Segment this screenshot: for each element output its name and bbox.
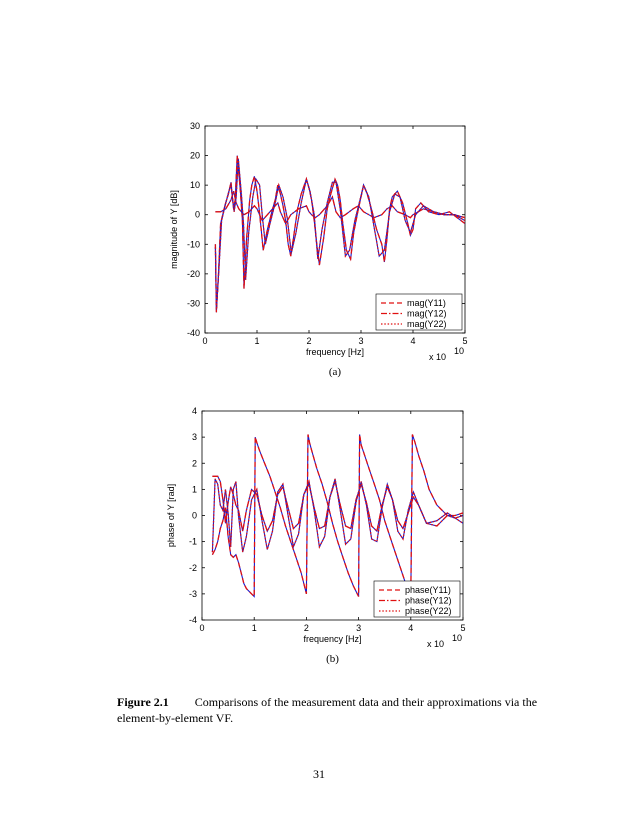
- x-axis-label: frequency [Hz]: [306, 347, 364, 357]
- chart-phase: 0 1 2 3 4 5 -4 -3 -2 -1 0 1 2 3 4 frequency [Hz] phase o…: [166, 406, 466, 665]
- x-tick-label: 4: [408, 623, 413, 633]
- x-tick-label: 1: [252, 623, 257, 633]
- series-line-phase-y12-approx: [212, 475, 463, 533]
- legend: mag(Y11)mag(Y12)mag(Y22): [375, 293, 463, 331]
- x-tick-label: 5: [460, 623, 465, 633]
- x-multiplier-exponent: 10: [452, 633, 462, 643]
- y-tick-label: -20: [187, 269, 200, 279]
- legend-entry: mag(Y11): [407, 298, 446, 308]
- subfigure-caption: (b): [326, 653, 339, 665]
- legend-entry: mag(Y12): [407, 309, 447, 319]
- x-multiplier-base: x 10: [429, 352, 446, 362]
- legend-entry: phase(Y22): [405, 606, 452, 616]
- x-tick-label: 2: [304, 623, 309, 633]
- x-tick-label: 5: [462, 336, 467, 346]
- y-tick-label: -3: [189, 589, 197, 599]
- figure-label: Figure 2.1: [117, 695, 169, 709]
- y-tick-label: 20: [190, 151, 200, 161]
- y-axis-label: magnitude of Y [dB]: [169, 190, 179, 269]
- y-tick-label: -1: [189, 537, 197, 547]
- y-tick-label: 30: [190, 121, 200, 131]
- y-tick-label: -40: [187, 328, 200, 338]
- y-tick-label: -2: [189, 563, 197, 573]
- legend-entry: phase(Y12): [405, 596, 452, 606]
- legend-box: [373, 580, 461, 618]
- x-axis-label: frequency [Hz]: [303, 634, 361, 644]
- series-line-mag-y22-approx: [214, 158, 465, 310]
- y-tick-label: -10: [187, 239, 200, 249]
- legend: phase(Y11)phase(Y12)phase(Y22): [373, 580, 461, 618]
- chart-magnitude: 0 1 2 3 4 5 -40 -30 -20 -10 0 10 20 30 frequency [Hz] m…: [169, 121, 468, 378]
- plot-area: [214, 155, 465, 313]
- y-tick-label: 10: [190, 180, 200, 190]
- y-tick-label: 4: [192, 406, 197, 416]
- x-tick-label: 3: [358, 336, 363, 346]
- y-tick-label: 1: [192, 484, 197, 494]
- figure-caption: Figure 2.1 Comparisons of the measurement…: [117, 694, 557, 726]
- y-tick-label: 2: [192, 458, 197, 468]
- y-tick-label: 3: [192, 432, 197, 442]
- x-tick-label: 2: [306, 336, 311, 346]
- x-multiplier-exponent: 10: [454, 346, 464, 356]
- x-tick-label: 1: [254, 336, 259, 346]
- page-number: 31: [313, 767, 325, 781]
- series-line-phase-y22-approx: [211, 478, 463, 553]
- series-line-phase-y11-approx: [211, 434, 463, 599]
- y-tick-label: 0: [195, 210, 200, 220]
- legend-entry: phase(Y11): [405, 585, 451, 595]
- y-tick-label: -4: [189, 615, 197, 625]
- figure-caption-text: Comparisons of the measurement data and …: [117, 695, 538, 725]
- y-tick-label: -30: [187, 298, 200, 308]
- y-axis-label: phase of Y [rad]: [166, 484, 176, 547]
- y-tick-label: 0: [192, 511, 197, 521]
- subfigure-caption: (a): [329, 366, 342, 378]
- legend-box: [375, 293, 463, 331]
- x-tick-label: 4: [410, 336, 415, 346]
- legend-entry: mag(Y22): [407, 319, 447, 329]
- x-tick-label: 0: [202, 336, 207, 346]
- x-multiplier-base: x 10: [427, 639, 444, 649]
- series-line-mag-y12-approx: [215, 190, 465, 226]
- x-tick-label: 3: [356, 623, 361, 633]
- x-tick-label: 0: [199, 623, 204, 633]
